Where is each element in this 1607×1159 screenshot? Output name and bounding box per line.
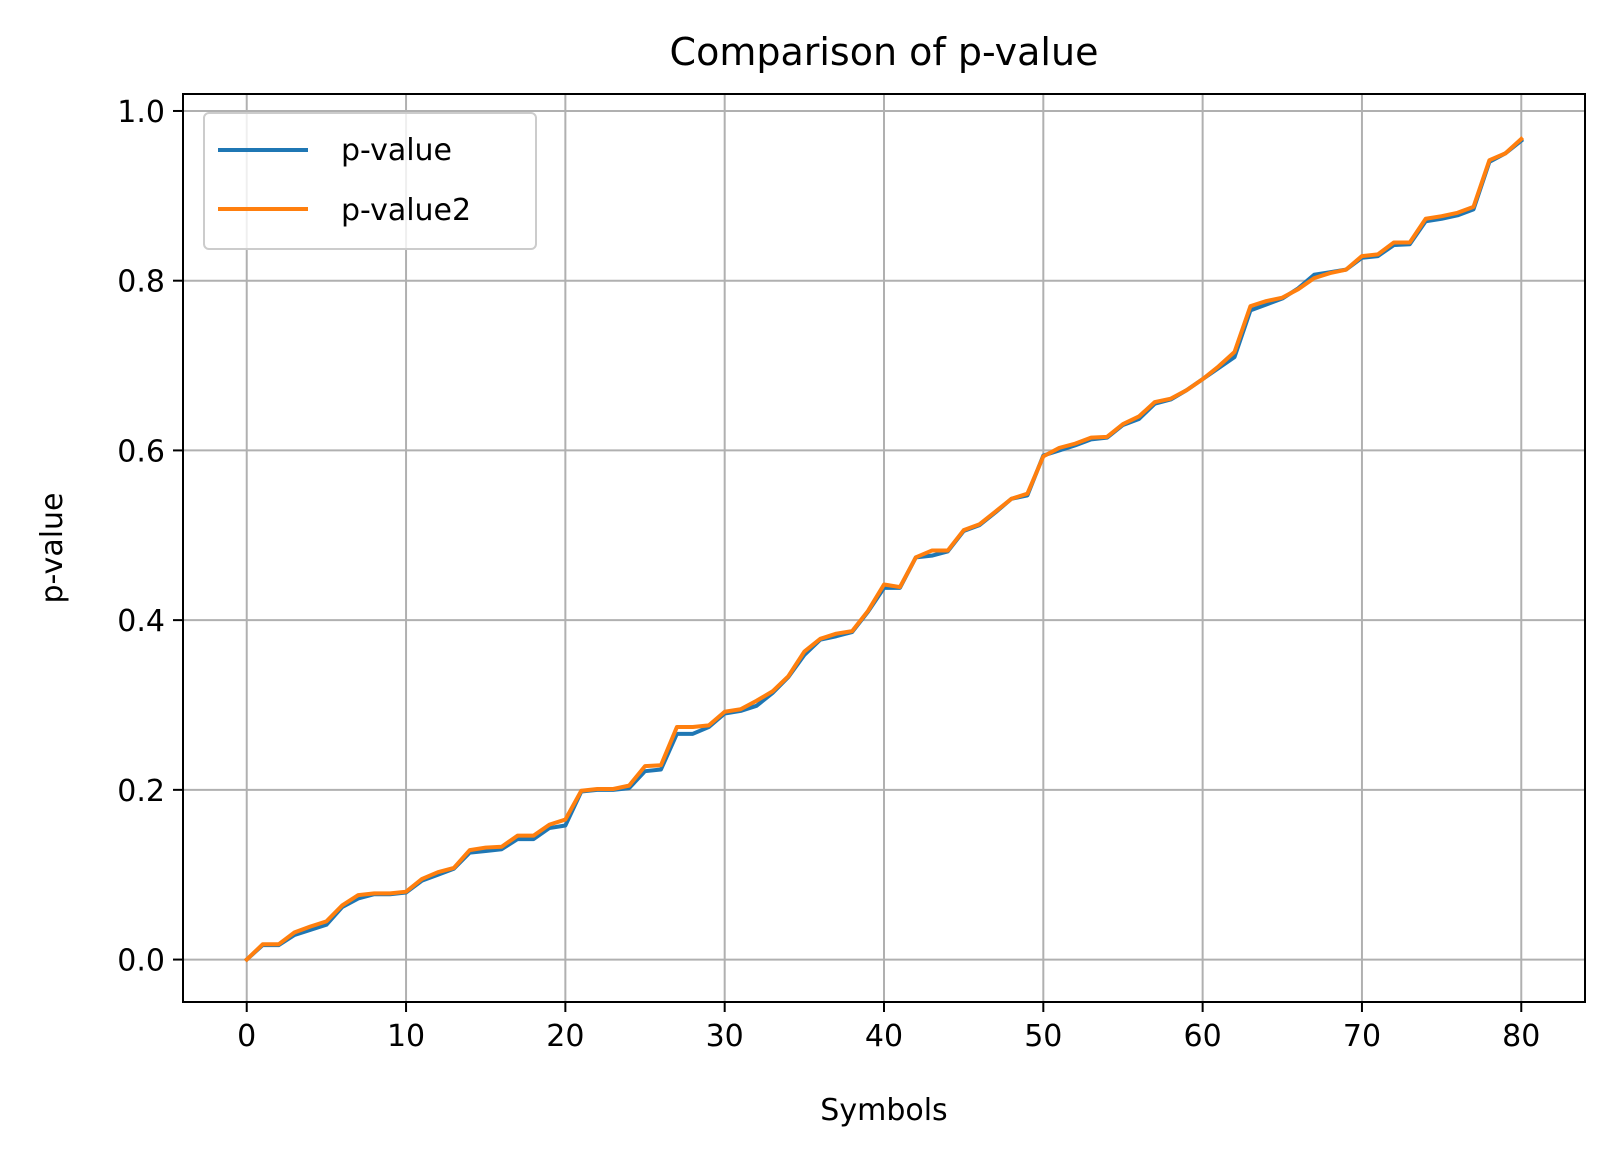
legend: p-value p-value2: [203, 112, 537, 250]
legend-box: [203, 112, 537, 250]
y-tick-label: 0.2: [117, 774, 165, 809]
legend-label-p-value2: p-value2: [341, 193, 471, 228]
x-tick-label: 60: [1184, 1019, 1222, 1054]
chart-title: Comparison of p-value: [670, 30, 1099, 74]
y-tick-label: 1.0: [117, 95, 165, 130]
grid: [183, 94, 1585, 1002]
x-tick-label: 30: [706, 1019, 744, 1054]
y-tick-label: 0.4: [117, 604, 165, 639]
x-tick-label: 50: [1024, 1019, 1062, 1054]
x-tick-label: 40: [865, 1019, 903, 1054]
y-tick-label: 0.0: [117, 944, 165, 979]
x-axis-label: Symbols: [820, 1093, 947, 1128]
x-tick-label: 0: [237, 1019, 256, 1054]
x-tick-label: 70: [1343, 1019, 1381, 1054]
series-line-p-value2: [243, 136, 1525, 963]
x-tick-label: 10: [387, 1019, 425, 1054]
y-tick-label: 0.6: [117, 434, 165, 469]
y-axis-label: p-value: [35, 492, 70, 603]
series-lines: [243, 136, 1525, 963]
legend-label-p-value: p-value: [341, 133, 452, 168]
y-tick-label: 0.8: [117, 265, 165, 300]
x-tick-label: 20: [546, 1019, 584, 1054]
x-tick-label: 80: [1502, 1019, 1540, 1054]
ticks: 0 10 20 30 40 50 60 70 80 0.0 0.2 0.4 0.6 0.8 1.0: [117, 95, 1540, 1054]
